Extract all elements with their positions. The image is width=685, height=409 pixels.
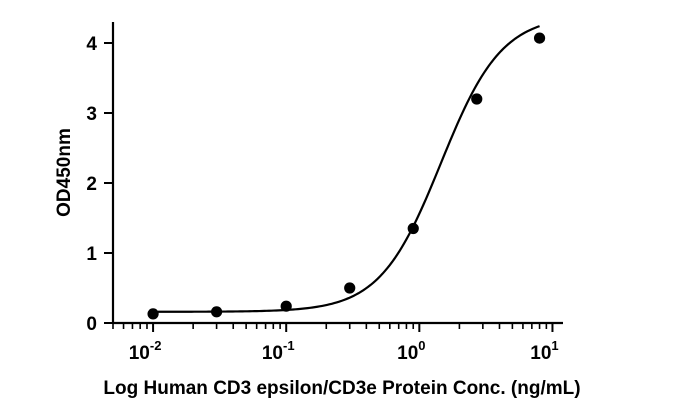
y-tick-label: 1 xyxy=(86,244,97,265)
fit-curve xyxy=(153,25,540,313)
x-axis-title: Log Human CD3 epsilon/CD3e Protein Conc.… xyxy=(103,378,580,399)
x-tick-label: 10-1 xyxy=(262,338,295,364)
y-tick-label: 3 xyxy=(86,104,97,125)
data-point xyxy=(147,308,159,320)
y-axis-title: OD450nm xyxy=(54,128,75,217)
x-tick-label: 10-2 xyxy=(129,338,162,364)
x-tick-label: 101 xyxy=(530,338,558,364)
data-point xyxy=(471,93,483,105)
y-axis: 0 1 2 3 4 xyxy=(86,22,115,335)
data-point xyxy=(407,222,419,235)
y-tick-label: 2 xyxy=(86,174,97,195)
x-axis: 10-2 10-1 100 101 xyxy=(112,321,563,364)
data-point xyxy=(210,306,223,318)
y-tick-label: 4 xyxy=(86,34,97,55)
data-point xyxy=(344,282,356,294)
data-point xyxy=(533,32,546,44)
data-point xyxy=(280,300,292,312)
x-tick-label: 100 xyxy=(397,338,425,364)
y-tick-label: 0 xyxy=(86,314,97,335)
